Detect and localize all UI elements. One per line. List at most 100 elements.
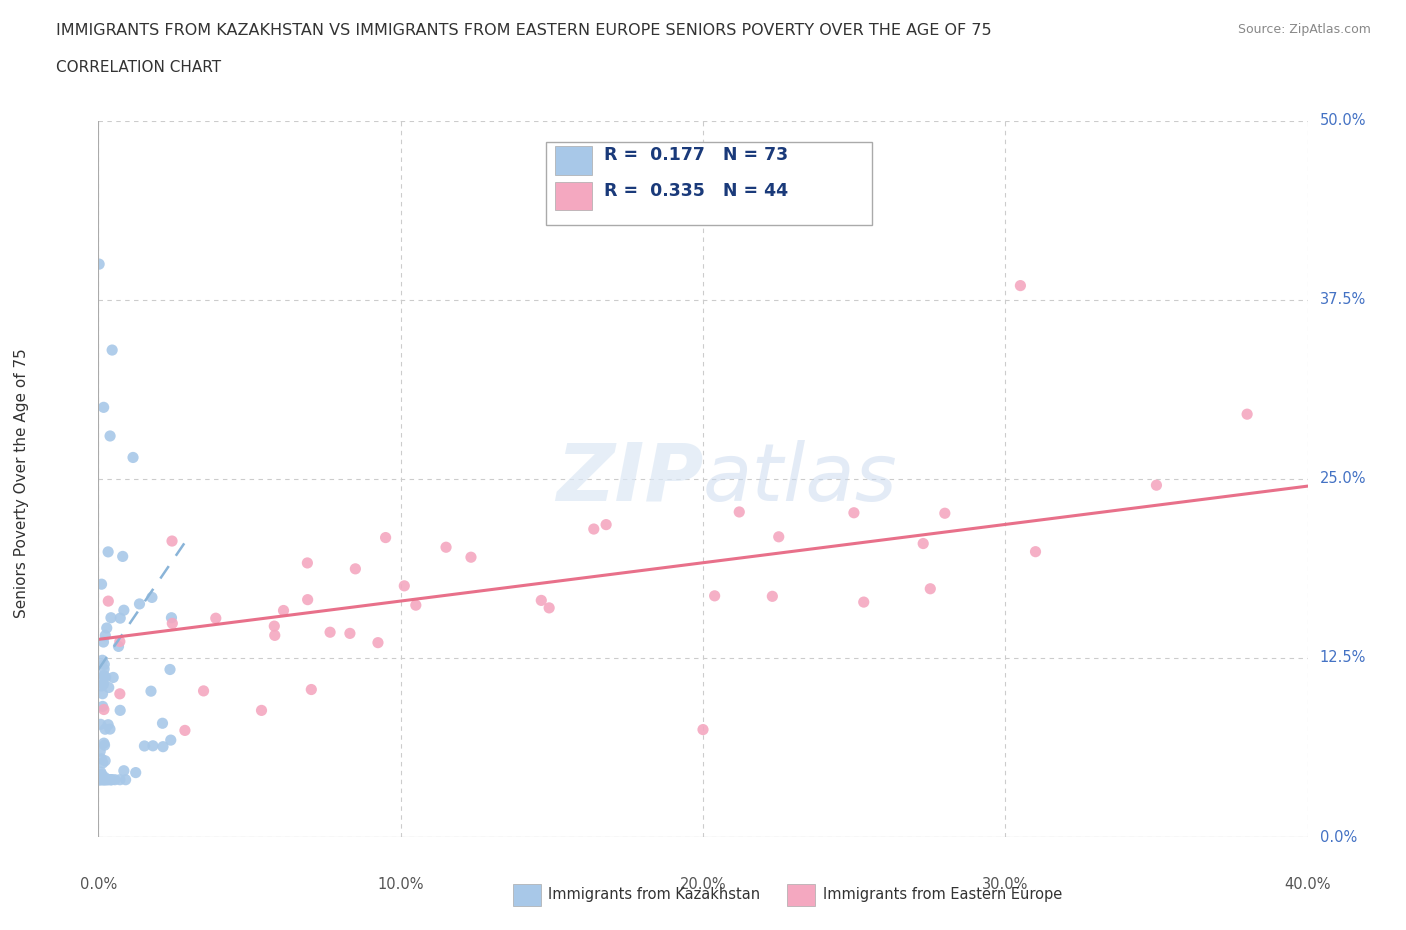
Point [94, 772, 117, 787]
Point [90, 717, 112, 732]
Text: IMMIGRANTS FROM KAZAKHSTAN VS IMMIGRANTS FROM EASTERN EUROPE SENIORS POVERTY OVE: IMMIGRANTS FROM KAZAKHSTAN VS IMMIGRANTS… [56, 23, 991, 38]
Point [460, 550, 482, 565]
Point [91, 670, 114, 684]
Point [94, 670, 117, 684]
Text: Seniors Poverty Over the Age of 75: Seniors Poverty Over the Age of 75 [14, 349, 28, 618]
Point [91, 772, 114, 787]
Point [152, 716, 174, 731]
Point [112, 764, 135, 778]
Point [110, 611, 132, 626]
Point [434, 539, 457, 554]
Point [912, 536, 935, 551]
Text: Immigrants from Eastern Europe: Immigrants from Eastern Europe [823, 887, 1062, 902]
Point [134, 738, 156, 753]
Point [90, 764, 112, 779]
Point [93, 736, 115, 751]
Point [89, 744, 111, 759]
Point [90, 751, 112, 766]
Text: 10.0%: 10.0% [377, 877, 425, 892]
Text: 0.0%: 0.0% [80, 877, 117, 892]
Text: R =  0.335   N = 44: R = 0.335 N = 44 [603, 182, 787, 200]
Point [91, 686, 114, 701]
Point [93, 772, 115, 787]
Text: Source: ZipAtlas.com: Source: ZipAtlas.com [1237, 23, 1371, 36]
Text: 12.5%: 12.5% [1320, 650, 1367, 666]
Point [93, 677, 115, 692]
Point [96, 620, 118, 635]
Point [139, 684, 162, 698]
Point [111, 549, 134, 564]
Point [703, 589, 725, 604]
Point [104, 772, 127, 787]
Point [107, 639, 129, 654]
Point [90, 772, 112, 787]
Point [93, 772, 115, 787]
Point [98, 722, 121, 737]
Point [1144, 478, 1167, 493]
Text: 37.5%: 37.5% [1320, 292, 1365, 308]
Point [761, 589, 783, 604]
Point [93, 400, 115, 415]
Text: Immigrants from Kazakhstan: Immigrants from Kazakhstan [548, 887, 761, 902]
Point [297, 555, 319, 570]
Point [1010, 278, 1032, 293]
Point [97, 593, 120, 608]
Point [97, 680, 120, 695]
Point [204, 611, 226, 626]
Point [405, 598, 427, 613]
Point [90, 679, 112, 694]
Point [250, 703, 273, 718]
Point [160, 610, 183, 625]
Point [93, 702, 115, 717]
Point [93, 668, 115, 683]
Text: 0.0%: 0.0% [1320, 830, 1357, 844]
Point [94, 772, 117, 787]
Point [263, 618, 285, 633]
Point [97, 544, 120, 559]
Point [367, 635, 389, 650]
Point [768, 529, 790, 544]
Point [934, 506, 956, 521]
Point [114, 772, 136, 787]
Point [842, 505, 865, 520]
Point [108, 772, 131, 787]
Text: ZIP: ZIP [555, 440, 703, 518]
Point [100, 772, 122, 787]
Text: atlas: atlas [703, 440, 898, 518]
Point [91, 772, 114, 787]
Point [339, 626, 361, 641]
Point [108, 634, 131, 649]
Point [97, 772, 120, 787]
Point [103, 670, 125, 684]
Point [374, 530, 396, 545]
Point [538, 601, 561, 616]
Point [692, 722, 714, 737]
Point [1024, 544, 1046, 559]
Point [1236, 406, 1258, 421]
Point [101, 342, 124, 357]
Point [263, 628, 285, 643]
Point [108, 703, 131, 718]
Point [128, 596, 150, 611]
Point [90, 767, 112, 782]
Point [162, 616, 184, 631]
Point [108, 686, 131, 701]
Point [122, 450, 145, 465]
Point [159, 733, 181, 748]
Point [94, 628, 117, 643]
Point [91, 699, 114, 714]
Point [94, 753, 117, 768]
Point [93, 770, 115, 785]
Point [141, 590, 163, 604]
Point [100, 772, 122, 787]
Point [90, 577, 112, 591]
Text: 40.0%: 40.0% [1284, 877, 1331, 892]
Point [93, 634, 115, 649]
Point [142, 738, 165, 753]
Text: 50.0%: 50.0% [1320, 113, 1367, 128]
Text: 25.0%: 25.0% [1320, 472, 1367, 486]
FancyBboxPatch shape [546, 142, 872, 225]
Point [595, 517, 617, 532]
Point [728, 504, 751, 519]
Point [852, 594, 875, 609]
